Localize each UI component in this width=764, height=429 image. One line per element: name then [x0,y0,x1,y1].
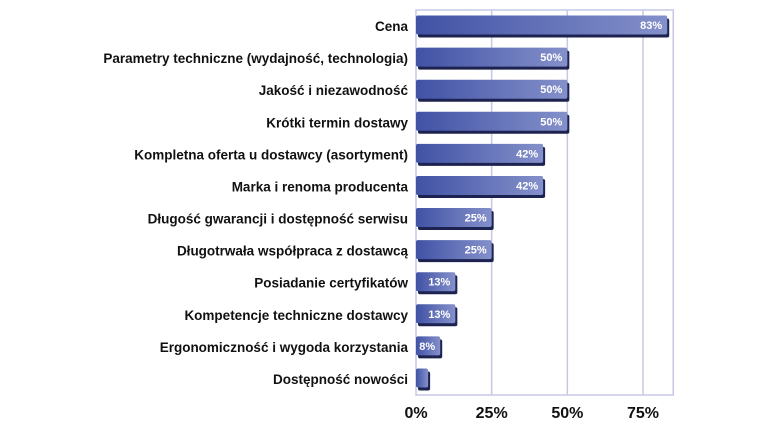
x-tick-label: 0% [404,405,427,422]
data-label: 42% [516,148,538,160]
category-label: Ergonomiczność i wygoda korzystania [160,340,409,355]
x-tick-label: 25% [476,405,508,422]
bar [416,79,568,99]
bar [416,143,544,163]
bar [416,368,429,388]
data-label: 50% [540,84,562,96]
category-label: Krótki termin dostawy [266,115,408,130]
data-label: 25% [465,245,487,257]
category-label: Długotrwała współpraca z dostawcą [177,244,409,259]
category-label: Kompletna oferta u dostawcy (asortyment) [134,147,408,162]
category-label: Parametry techniczne (wydajność, technol… [103,51,408,66]
category-label: Długość gwarancji i dostępność serwisu [148,212,408,227]
bar [416,240,492,260]
category-label: Posiadanie certyfikatów [254,276,408,291]
bar [416,208,492,228]
data-label: 42% [516,180,538,192]
data-label: 83% [640,20,662,32]
data-label: 13% [428,277,450,289]
bar [416,111,568,131]
data-label: 50% [540,52,562,64]
data-label: 25% [465,213,487,225]
plot-area-border [415,9,675,396]
data-label: 8% [419,341,435,353]
category-label: Marka i renoma producenta [232,179,409,194]
bar [416,304,456,324]
data-label: 50% [540,116,562,128]
bar [416,47,568,67]
category-label: Jakość i niezawodność [259,83,409,98]
bar [416,15,668,35]
category-label: Kompetencje techniczne dostawcy [184,308,408,323]
x-tick-label: 75% [627,405,659,422]
bar [416,175,544,195]
bar [416,336,441,356]
bar [416,272,456,292]
category-label: Cena [375,19,409,34]
x-tick-label: 50% [551,405,583,422]
category-label: Dostępność nowości [273,372,408,387]
data-label: 13% [428,309,450,321]
